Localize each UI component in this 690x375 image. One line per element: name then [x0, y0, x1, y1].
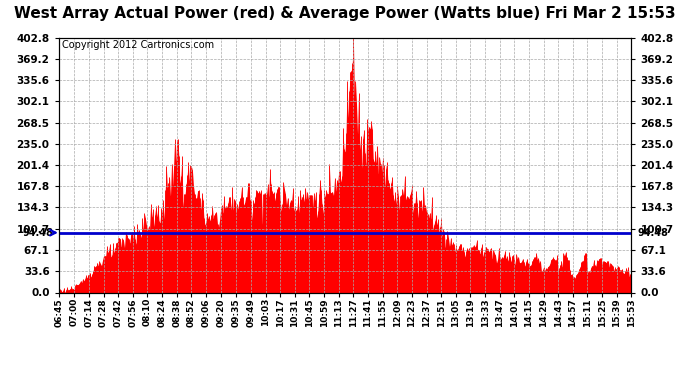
Text: Copyright 2012 Cartronics.com: Copyright 2012 Cartronics.com — [61, 40, 214, 50]
Text: 94.48: 94.48 — [22, 228, 53, 238]
Text: 94.48: 94.48 — [637, 228, 668, 238]
Text: West Array Actual Power (red) & Average Power (Watts blue) Fri Mar 2 15:53: West Array Actual Power (red) & Average … — [14, 6, 676, 21]
